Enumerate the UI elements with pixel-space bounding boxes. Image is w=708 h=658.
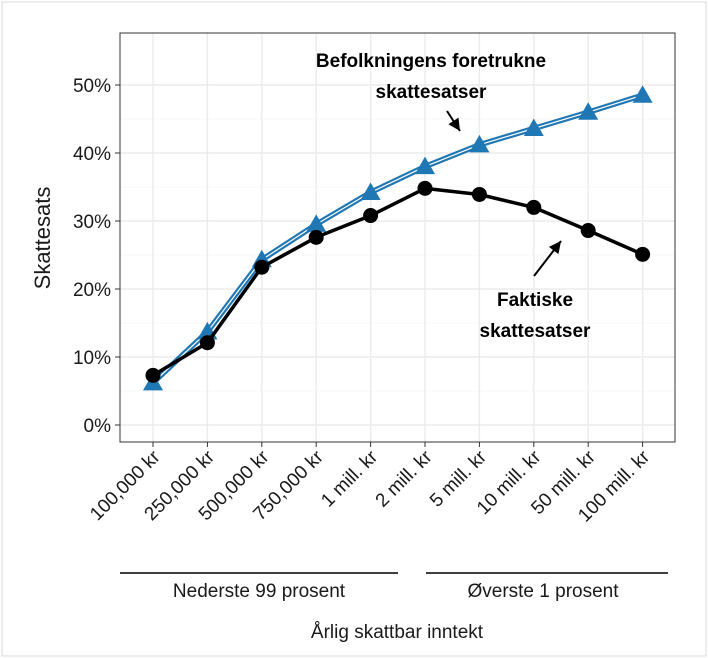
data-point [469, 134, 490, 153]
series-line [152, 186, 644, 377]
x-tick-label: 1 mill. kr [317, 446, 382, 511]
data-point [254, 259, 270, 275]
group-label-bottom99: Nederste 99 prosent [173, 581, 346, 602]
data-point [308, 229, 324, 245]
series-layer [143, 85, 653, 391]
data-point [526, 199, 542, 215]
x-tick-label: 2 mill. kr [372, 446, 437, 511]
annotation-preferred-line2: skattesatser [376, 82, 488, 103]
annotation-arrow-actual-head [548, 241, 561, 255]
data-point [145, 367, 161, 383]
x-axis-title: Årlig skattbar inntekt [311, 622, 484, 643]
data-point [471, 186, 487, 202]
y-tick-label: 0% [84, 416, 112, 437]
y-axis: 0% 10% 20% 30% 40% 50% [73, 76, 120, 437]
annotations: Befolkningens foretrukne skattesatser Fakt… [316, 51, 591, 342]
data-point [635, 246, 651, 262]
grid [120, 33, 675, 442]
annotation-actual-line2: skattesatser [480, 321, 592, 342]
data-point [417, 180, 433, 196]
data-point [199, 335, 215, 351]
x-groups: Nederste 99 prosent Øverste 1 prosent [120, 572, 668, 602]
data-point [306, 214, 327, 232]
data-point [360, 182, 381, 200]
data-point [415, 156, 435, 175]
data-point [363, 208, 379, 224]
data-point [523, 118, 544, 137]
group-label-top1: Øverste 1 prosent [467, 581, 619, 602]
series-preferred [143, 85, 653, 391]
y-tick-label: 40% [73, 144, 111, 165]
y-tick-label: 10% [73, 348, 111, 369]
annotation-actual-line1: Faktiske [497, 290, 573, 311]
annotation-arrow-preferred-head [448, 117, 460, 131]
annotation-preferred-line1: Befolkningens foretrukne [316, 51, 546, 72]
y-tick-label: 30% [73, 212, 111, 233]
y-axis-title: Skattesats [30, 187, 55, 290]
y-tick-label: 20% [73, 280, 111, 301]
plot-panel [119, 32, 676, 443]
series-actual [145, 180, 651, 383]
data-point [578, 102, 599, 120]
series-line-highlight [152, 94, 643, 384]
data-point [632, 85, 653, 103]
data-point [580, 223, 596, 239]
y-tick-label: 50% [73, 76, 111, 97]
